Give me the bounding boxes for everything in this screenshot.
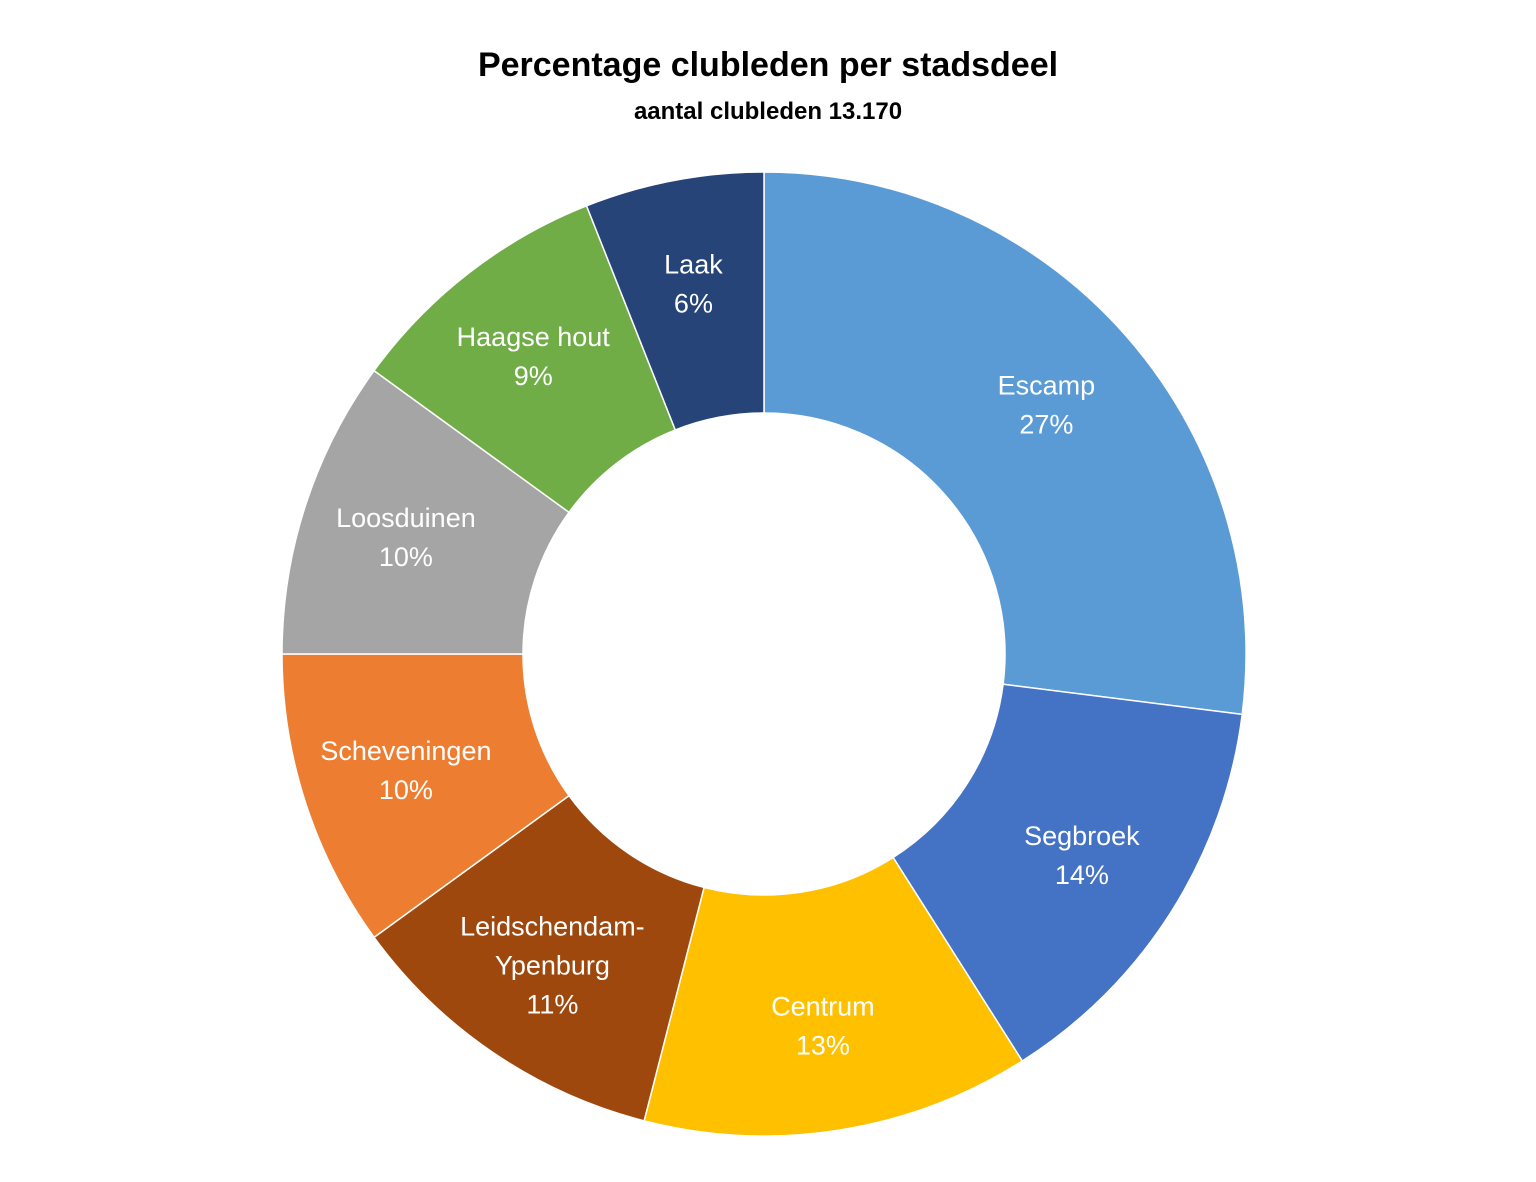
label-leidschendam-ypenburg: Leidschendam-Ypenburg 11% — [460, 911, 645, 1019]
slice-scheveningen — [281, 653, 571, 939]
label-centrum: Centrum 13% — [771, 991, 875, 1060]
label-scheveningen: Scheveningen 10% — [320, 736, 491, 805]
label-laak: Laak 6% — [664, 250, 723, 319]
label-loosduinen: Loosduinen 10% — [336, 503, 476, 572]
chart-title: Percentage clubleden per stadsdeel — [477, 46, 1059, 84]
slice-segbroek — [892, 683, 1244, 1063]
label-segbroek: Segbroek 14% — [1024, 821, 1140, 890]
slice-loosduinen — [281, 369, 571, 655]
chart-subtitle: aantal clubleden 13.170 — [633, 98, 903, 125]
slice-leidschendam-ypenburg — [373, 794, 705, 1122]
label-escamp: Escamp 27% — [998, 371, 1096, 440]
slice-escamp — [763, 171, 1247, 716]
slice-centrum — [643, 856, 1024, 1137]
label-haagse-hout: Haagse hout 9% — [457, 322, 611, 391]
slice-laak — [585, 171, 765, 431]
